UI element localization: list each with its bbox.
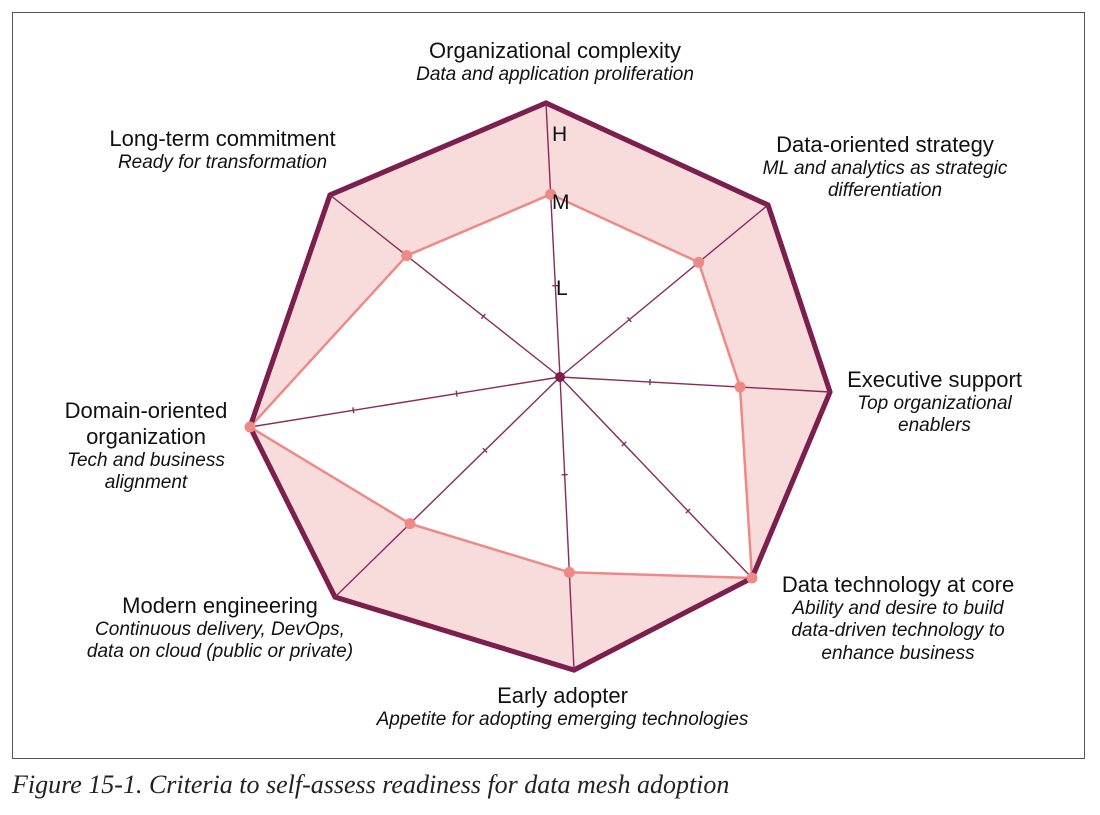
- tick-mark: [626, 316, 632, 323]
- axis-spokes: [249, 102, 831, 671]
- tick-mark: [352, 407, 355, 414]
- tick-mark: [621, 441, 627, 447]
- spoke-4: [559, 376, 753, 579]
- axis-subtitle: Ability and desire to build: [792, 597, 1004, 619]
- axis-label-modern-engineering: Modern engineering Continuous delivery, …: [60, 593, 380, 664]
- figure-frame: [12, 12, 1085, 759]
- spoke-6: [334, 376, 561, 598]
- axis-subtitle: data-driven technology to: [791, 620, 1005, 642]
- axis-label-domain-oriented-organization: Domain-oriented organization Tech and bu…: [46, 398, 246, 495]
- axis-title: Long-term commitment: [109, 126, 336, 151]
- axis-subtitle: Tech and business: [67, 449, 225, 471]
- spoke-5: [559, 376, 575, 671]
- value-marker-3: [734, 381, 746, 393]
- axis-label-early-adopter: Early adopter Appetite for adopting emer…: [355, 683, 770, 731]
- value-marker-2: [693, 256, 705, 268]
- axis-label-organizational-complexity: Organizational complexity Data and appli…: [390, 38, 720, 86]
- axis-subtitle: enablers: [898, 415, 971, 437]
- axis-subtitle: differentiation: [827, 180, 943, 202]
- tick-mark: [480, 313, 486, 320]
- level-label-medium: M: [552, 191, 570, 214]
- axis-subtitle: Data and application proliferation: [416, 63, 694, 85]
- figure-caption: Figure 15-1. Criteria to self-assess rea…: [12, 770, 730, 799]
- axis-label-long-term-commitment: Long-term commitment Ready for transform…: [90, 126, 355, 174]
- value-marker-5: [563, 566, 575, 578]
- axis-subtitle: enhance business: [821, 642, 975, 664]
- axis-title: Modern engineering: [122, 593, 318, 618]
- axis-subtitle: data on cloud (public or private): [86, 641, 354, 663]
- axis-label-data-technology-at-core: Data technology at core Ability and desi…: [763, 572, 1033, 665]
- axis-label-executive-support: Executive support Top organizational ena…: [832, 367, 1037, 438]
- axis-title: Executive support: [847, 367, 1022, 392]
- axis-title: Organizational complexity: [429, 38, 681, 63]
- spoke-8: [329, 194, 561, 378]
- value-marker-8: [401, 250, 413, 262]
- tick-mark: [455, 390, 458, 397]
- axis-subtitle: Ready for transformation: [117, 151, 328, 173]
- axis-label-data-oriented-strategy: Data-oriented strategy ML and analytics …: [735, 132, 1035, 203]
- axis-subtitle: Appetite for adopting emerging technolog…: [376, 708, 749, 730]
- axis-title: organization: [86, 423, 206, 449]
- value-marker-1: [545, 188, 557, 200]
- value-marker-6: [404, 518, 416, 530]
- spoke-7: [249, 376, 561, 428]
- level-label-high: H: [552, 123, 568, 146]
- spoke-2: [559, 204, 769, 378]
- axis-title: Early adopter: [497, 683, 628, 708]
- tick-mark: [685, 508, 691, 514]
- value-markers: [244, 188, 758, 584]
- axis-subtitle: alignment: [104, 472, 188, 494]
- axis-title: Domain-oriented: [64, 398, 228, 423]
- spoke-1: [545, 102, 561, 378]
- center-point: [555, 372, 565, 382]
- value-marker-4: [746, 572, 758, 584]
- axis-title: Data technology at core: [781, 572, 1015, 597]
- value-marker-7: [244, 421, 256, 433]
- spoke-3: [559, 376, 831, 393]
- level-label-low: L: [556, 277, 568, 300]
- axis-subtitle: Top organizational: [857, 392, 1012, 414]
- axis-subtitle: ML and analytics as strategic: [762, 157, 1008, 179]
- axis-title: Data-oriented strategy: [776, 132, 994, 157]
- tick-mark: [482, 447, 488, 453]
- axis-subtitle: Continuous delivery, DevOps,: [95, 618, 345, 640]
